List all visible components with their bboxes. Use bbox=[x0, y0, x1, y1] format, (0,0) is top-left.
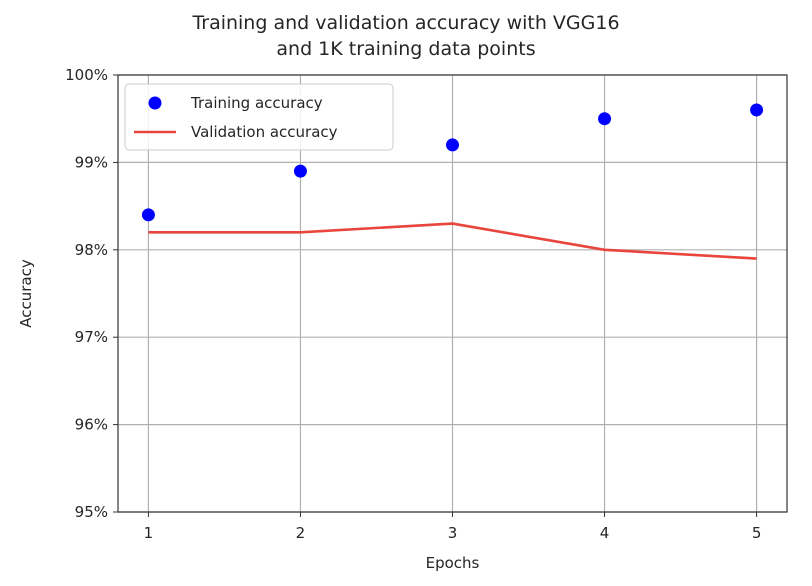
training-accuracy-point bbox=[598, 112, 612, 126]
legend: Training accuracy Validation accuracy bbox=[124, 83, 394, 151]
legend-validation-label: Validation accuracy bbox=[191, 123, 338, 141]
legend-training-label: Training accuracy bbox=[190, 94, 323, 112]
x-tick-label: 2 bbox=[296, 524, 306, 542]
y-tick-label: 95% bbox=[75, 503, 108, 521]
y-tick-label: 100% bbox=[65, 66, 108, 84]
validation-accuracy-line bbox=[148, 222, 757, 260]
chart-title-line-2: and 1K training data points bbox=[276, 38, 536, 60]
x-tick-label: 4 bbox=[600, 524, 610, 542]
training-series bbox=[141, 103, 764, 222]
legend-box bbox=[124, 83, 394, 151]
legend-training-marker bbox=[148, 96, 162, 110]
y-tick-label: 98% bbox=[75, 241, 108, 259]
y-axis-label: Accuracy bbox=[17, 259, 35, 328]
training-accuracy-point bbox=[293, 164, 307, 178]
training-accuracy-point bbox=[446, 138, 459, 152]
training-accuracy-point bbox=[750, 103, 764, 117]
y-tick-label: 97% bbox=[75, 328, 108, 346]
x-axis-label: Epochs bbox=[426, 554, 480, 572]
y-tick-label: 96% bbox=[75, 416, 108, 434]
chart-title-line-1: Training and validation accuracy with VG… bbox=[192, 12, 620, 34]
x-tick-label: 5 bbox=[752, 524, 762, 542]
training-accuracy-point bbox=[141, 208, 155, 222]
x-ticks: 1 2 3 4 5 bbox=[144, 512, 762, 542]
validation-series bbox=[148, 222, 757, 260]
y-tick-label: 99% bbox=[75, 153, 108, 171]
y-ticks: 95% 96% 97% 98% 99% 100% bbox=[65, 66, 118, 521]
x-tick-label: 3 bbox=[448, 524, 458, 542]
x-tick-label: 1 bbox=[144, 524, 154, 542]
